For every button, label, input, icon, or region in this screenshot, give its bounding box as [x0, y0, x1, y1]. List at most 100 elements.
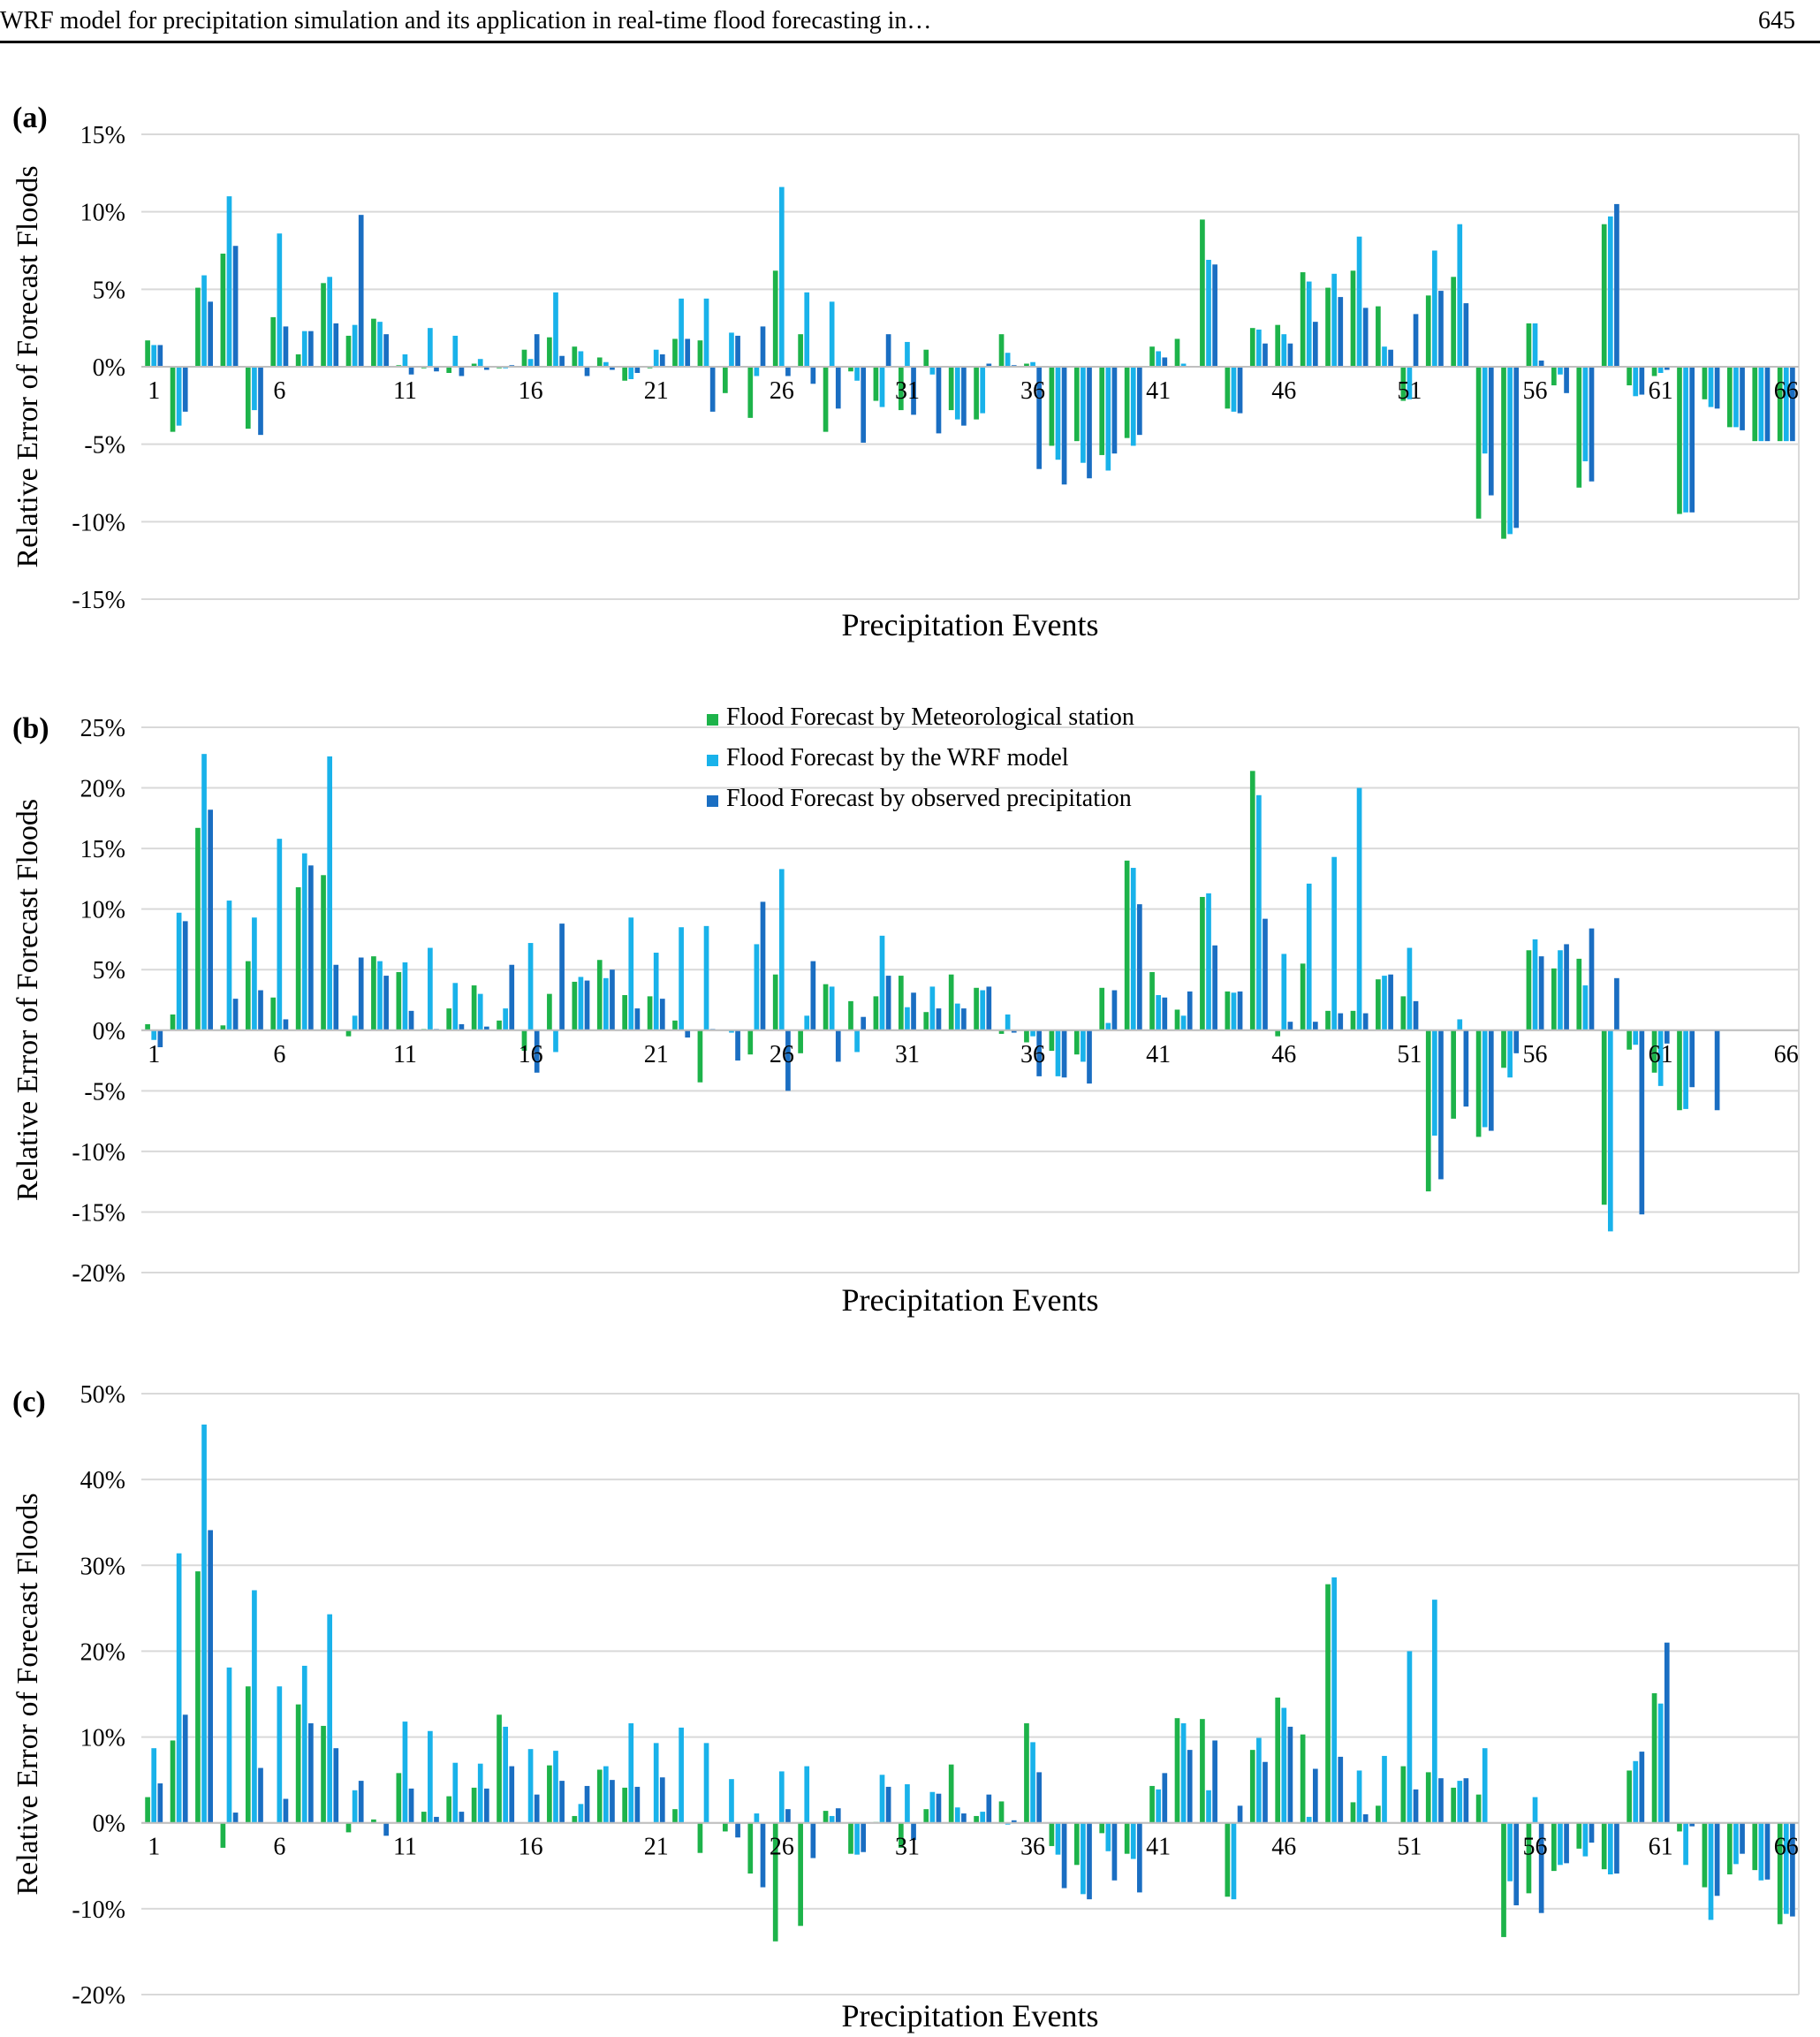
bar [333, 1748, 339, 1823]
bar [685, 1030, 691, 1038]
bar [1087, 1030, 1092, 1084]
bar [1225, 1822, 1231, 1897]
x-tick-label: 36 [1020, 377, 1045, 405]
x-tick-label: 56 [1523, 377, 1548, 405]
bar [151, 1030, 157, 1040]
bar [232, 246, 239, 367]
bar [986, 986, 992, 1030]
bar [835, 367, 841, 409]
bar [452, 983, 459, 1030]
bar [1073, 1030, 1080, 1055]
bar [534, 334, 540, 367]
header-rule [0, 41, 1820, 43]
bar [1532, 323, 1538, 367]
bar [898, 367, 904, 411]
bar [1325, 1010, 1331, 1030]
bar [948, 974, 954, 1030]
bar [503, 1726, 508, 1823]
bar [1657, 1703, 1664, 1823]
bar [1482, 367, 1488, 454]
bar [1306, 883, 1312, 1030]
bar [308, 331, 314, 367]
bar [1576, 367, 1582, 488]
bar [911, 992, 916, 1030]
bar [929, 367, 936, 375]
x-tick-label: 11 [393, 1041, 417, 1068]
bar [1551, 367, 1557, 386]
bar [1551, 1822, 1557, 1872]
bar [1099, 1822, 1105, 1834]
x-tick-label: 11 [393, 1834, 417, 1861]
x-tick-label: 66 [1774, 1041, 1799, 1068]
bar [1664, 367, 1670, 370]
bar [1325, 287, 1331, 367]
x-tick-label: 26 [770, 1041, 794, 1068]
bar [1451, 1030, 1456, 1119]
x-tick-label: 61 [1649, 1041, 1673, 1068]
bar [333, 964, 339, 1030]
bar [659, 999, 665, 1030]
bar [352, 1790, 358, 1823]
bar [1061, 367, 1067, 485]
bar [747, 1030, 754, 1055]
bar [936, 367, 942, 434]
x-tick-label: 26 [770, 1834, 794, 1861]
bar [1137, 1822, 1142, 1893]
bar [428, 328, 433, 367]
bar [1024, 1030, 1029, 1043]
bar [1607, 216, 1613, 367]
bar [201, 1424, 207, 1823]
legend-swatch [707, 755, 718, 766]
bar [854, 1030, 860, 1053]
bar [1030, 1742, 1035, 1823]
bar [1432, 250, 1437, 367]
bar [352, 1015, 358, 1030]
bar [1287, 343, 1293, 367]
bar [396, 1773, 402, 1823]
bar [1438, 291, 1444, 367]
bar [1180, 1723, 1187, 1823]
bar [1263, 918, 1268, 1030]
bar [1111, 990, 1118, 1030]
bar [948, 367, 954, 411]
bar [885, 976, 891, 1030]
bar [1263, 1761, 1268, 1823]
bar [547, 337, 552, 367]
bar [1790, 1822, 1795, 1917]
bar [201, 754, 207, 1030]
y-tick-label: -15% [72, 1199, 125, 1227]
bar [873, 996, 879, 1030]
bar [170, 367, 176, 432]
bar [1030, 1030, 1035, 1037]
x-tick-label: 56 [1523, 1041, 1548, 1068]
bar [954, 1003, 960, 1030]
bar [572, 1815, 578, 1823]
bar [428, 1730, 433, 1823]
bar [679, 927, 684, 1030]
bar [1049, 1822, 1055, 1846]
bar [954, 367, 960, 420]
bar [905, 1007, 910, 1030]
bar [1281, 954, 1287, 1030]
bar [1740, 367, 1745, 430]
bar [998, 1030, 1005, 1034]
y-tick-label: 50% [80, 1381, 125, 1409]
bar [553, 1751, 558, 1823]
bar [1551, 968, 1557, 1030]
x-tick-label: 66 [1774, 1834, 1799, 1861]
bar [986, 1794, 992, 1823]
bar [1790, 367, 1795, 442]
bar [1683, 1030, 1688, 1109]
chart-panel-a: (a) -15% -10% -5% 0% 5% 10% 15% 1 6 11 16 21 26 31 36 41… [0, 81, 1820, 665]
bar [848, 367, 853, 372]
panel-label: (a) [12, 102, 48, 134]
bar [1073, 367, 1080, 442]
bar [170, 1740, 176, 1823]
bar [321, 1725, 326, 1823]
bar [1306, 281, 1312, 367]
bar [948, 1764, 954, 1823]
bar [1702, 1822, 1708, 1888]
bar [1601, 1030, 1607, 1205]
bar [1564, 1822, 1569, 1864]
x-tick-label: 31 [895, 1834, 920, 1861]
